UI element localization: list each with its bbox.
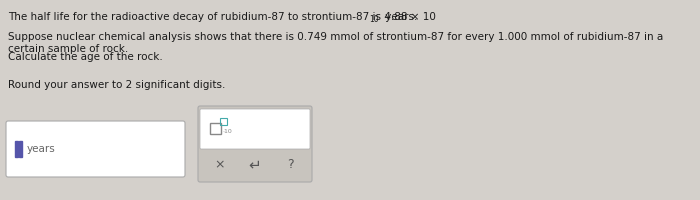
Bar [210,123,221,134]
FancyBboxPatch shape [198,106,312,182]
FancyBboxPatch shape [200,109,310,149]
Bar [220,118,227,125]
Text: ×: × [215,158,225,171]
Text: years.: years. [382,12,417,22]
Text: ↵: ↵ [248,158,261,172]
Text: Calculate the age of the rock.: Calculate the age of the rock. [8,52,162,62]
Text: 10: 10 [369,15,379,24]
Text: ·10: ·10 [222,129,232,134]
Text: Round your answer to 2 significant digits.: Round your answer to 2 significant digit… [8,80,225,90]
Text: The half life for the radioactive decay of rubidium-87 to strontium-87 is 4.88 ×: The half life for the radioactive decay … [8,12,436,22]
FancyBboxPatch shape [6,121,185,177]
Text: years: years [27,144,56,154]
Text: Suppose nuclear chemical analysis shows that there is 0.749 mmol of strontium-87: Suppose nuclear chemical analysis shows … [8,32,664,54]
Bar [19,141,22,157]
Text: ?: ? [287,158,293,171]
Bar [15,141,18,157]
